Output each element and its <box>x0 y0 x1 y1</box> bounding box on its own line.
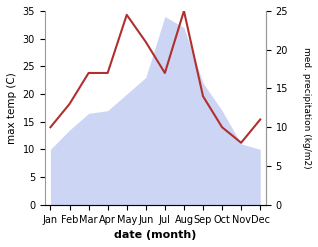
X-axis label: date (month): date (month) <box>114 230 197 240</box>
Y-axis label: max temp (C): max temp (C) <box>7 72 17 144</box>
Y-axis label: med. precipitation (kg/m2): med. precipitation (kg/m2) <box>302 47 311 169</box>
